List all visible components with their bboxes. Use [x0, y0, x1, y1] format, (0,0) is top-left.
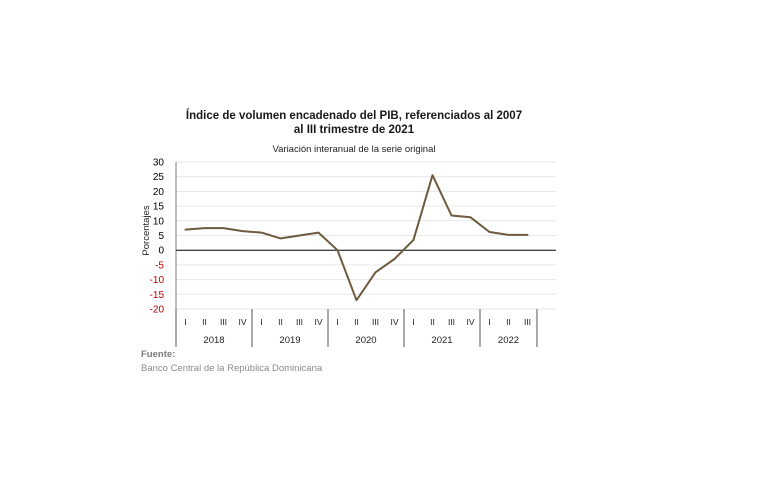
- x-tick-label: III: [524, 317, 531, 327]
- y-tick-label: -5: [155, 260, 164, 271]
- x-tick-label: I: [184, 317, 186, 327]
- x-tick-label: IV: [390, 317, 398, 327]
- y-tick-label: 20: [153, 187, 165, 198]
- y-tick-label: 0: [158, 246, 164, 257]
- year-label: 2021: [431, 335, 452, 346]
- x-tick-label: III: [372, 317, 379, 327]
- year-label: 2022: [498, 335, 519, 346]
- year-label: 2018: [203, 335, 224, 346]
- y-tick-label: 5: [158, 231, 164, 242]
- y-tick-label: 30: [153, 158, 165, 169]
- x-tick-label: III: [296, 317, 303, 327]
- year-label: 2020: [355, 335, 376, 346]
- x-tick-label: I: [260, 317, 262, 327]
- y-tick-label: -20: [150, 305, 165, 316]
- y-tick-label: 15: [153, 202, 165, 213]
- y-axis-label: Porcentajes: [141, 205, 152, 255]
- series-line: [184, 174, 529, 302]
- x-tick-label: II: [202, 317, 207, 327]
- y-tick-label: 25: [153, 172, 165, 183]
- x-tick-label: I: [488, 317, 490, 327]
- y-tick-label: -10: [150, 275, 165, 286]
- x-tick-label: II: [506, 317, 511, 327]
- chart-title-line-1: Índice de volumen encadenado del PIB, re…: [185, 110, 523, 122]
- source-text: Banco Central de la República Dominicana: [141, 363, 323, 374]
- x-tick-label: I: [336, 317, 338, 327]
- chart-title-line-2: al III trimestre de 2021: [293, 124, 415, 136]
- source-label: Fuente:: [141, 349, 176, 360]
- x-tick-label: II: [354, 317, 359, 327]
- x-tick-label: III: [448, 317, 455, 327]
- x-tick-label: IV: [314, 317, 322, 327]
- x-tick-label: II: [430, 317, 435, 327]
- chart-subtitle: Variación interanual de la serie origina…: [272, 144, 436, 155]
- x-tick-label: IV: [466, 317, 474, 327]
- x-tick-label: II: [278, 317, 283, 327]
- year-label: 2019: [279, 335, 300, 346]
- x-tick-label: I: [412, 317, 414, 327]
- x-tick-label: III: [220, 317, 227, 327]
- x-tick-label: IV: [238, 317, 246, 327]
- y-tick-label: 10: [153, 216, 165, 227]
- y-tick-label: -15: [150, 290, 165, 301]
